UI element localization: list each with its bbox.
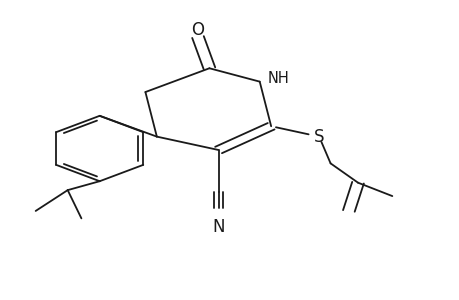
Text: NH: NH bbox=[267, 71, 289, 86]
Text: O: O bbox=[191, 21, 204, 39]
Text: S: S bbox=[313, 128, 324, 146]
Text: N: N bbox=[212, 218, 224, 236]
